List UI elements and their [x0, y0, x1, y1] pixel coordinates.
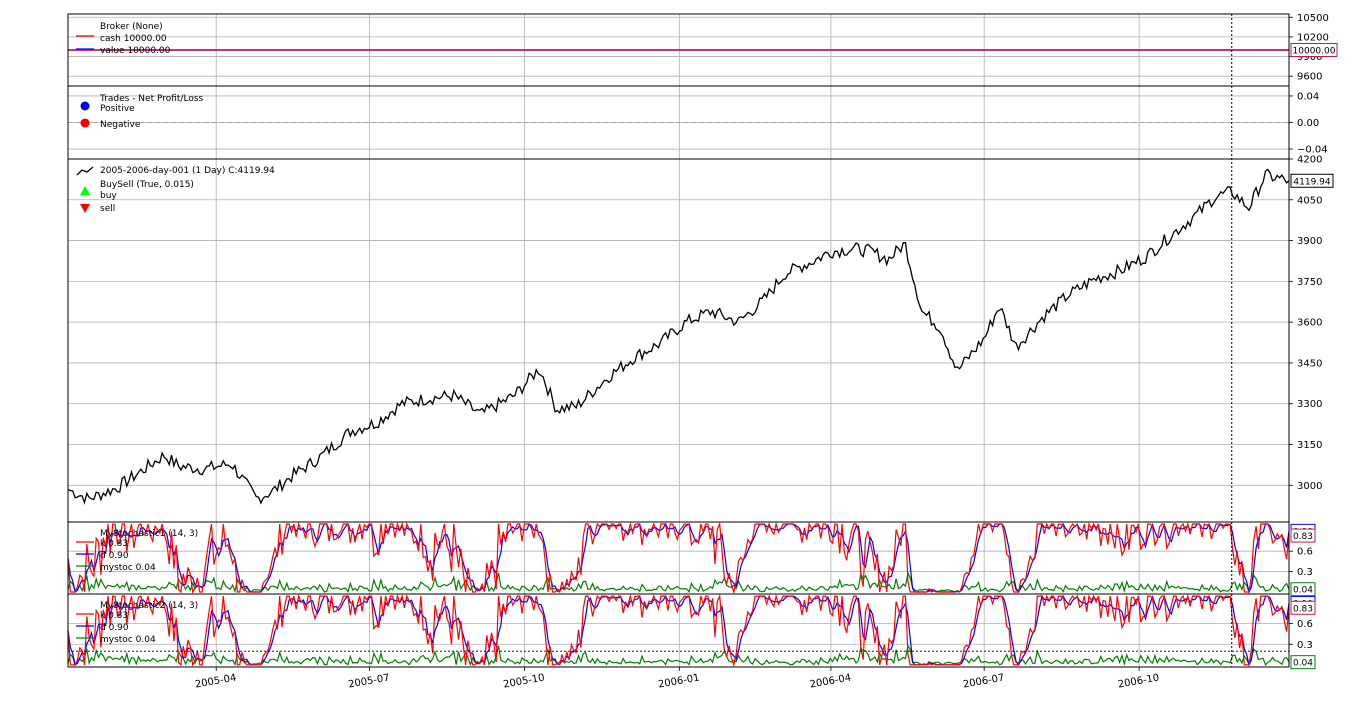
- y-tick-label: 3600: [1297, 318, 1322, 329]
- y-tick-label: 10500: [1297, 13, 1329, 24]
- legend-line-close: [76, 166, 94, 176]
- legend-marker-buy: [80, 186, 90, 195]
- y-tick-label: 0.6: [1297, 619, 1313, 630]
- stoch1-mystoc-line: [67, 570, 1290, 594]
- stoch2-panel-frame: [67, 593, 1290, 668]
- legend-marker-sell: [80, 204, 90, 213]
- legend-title: Trades - Net Profit/Loss: [99, 94, 204, 104]
- panel-frames: [67, 13, 1290, 668]
- legend-buysell: BuySell (True, 0.015): [100, 180, 194, 190]
- value-last-label-box: [1290, 43, 1338, 57]
- stoch1-mystoc-last-label-box: [1290, 582, 1316, 597]
- axis-ticks: 2005-04 2005-07 2005-10 2006-01 2006-04 2006-…: [194, 13, 1338, 691]
- price-panel-frame: [67, 158, 1290, 523]
- x-tick-label: 2006-07: [962, 672, 1005, 690]
- stoch2-k-last-label-box: [1290, 600, 1316, 615]
- legend-k: k 0.83: [100, 611, 128, 621]
- stoch2-k-last-label: 0.83: [1293, 604, 1313, 614]
- y-tick-label: 9900: [1297, 52, 1322, 63]
- x-tick-label: 2005-04: [194, 672, 237, 690]
- stoch2-mystoc-line: [67, 644, 1290, 667]
- legend-sell: sell: [100, 204, 115, 214]
- stoch1-k-last-label: 0.83: [1293, 532, 1313, 542]
- legend-k: k 0.83: [100, 539, 128, 549]
- close-price-line: [67, 168, 1290, 505]
- legend-positive: Positive: [100, 104, 135, 114]
- legend-title: MyStochastic2 (14, 3): [100, 601, 198, 611]
- y-tick-label: 10200: [1297, 32, 1329, 43]
- y-tick-label: 0.04: [1297, 91, 1319, 102]
- value-last-label: 10000.00: [1293, 47, 1336, 57]
- stoch2-mystoc-last-label-box: [1290, 655, 1316, 670]
- legend-mystoc: mystoc 0.04: [100, 635, 156, 645]
- y-tick-label: 9600: [1297, 72, 1322, 83]
- stoch1-k-line: [67, 521, 1290, 595]
- y-tick-label: 0.6: [1297, 547, 1313, 558]
- y-tick-label: −0.04: [1297, 145, 1328, 156]
- y-tick-label: 3150: [1297, 440, 1322, 451]
- legend-cash: cash 10000.00: [100, 34, 167, 44]
- x-tick-label: 2006-04: [809, 672, 852, 690]
- legend-marker-negative: [80, 118, 90, 128]
- stoch1-k-last-label-box: [1290, 528, 1316, 543]
- series-lines: [67, 14, 1290, 668]
- y-tick-label: 0.00: [1297, 118, 1319, 129]
- y-tick-label: 3750: [1297, 277, 1322, 288]
- y-tick-label: 3300: [1297, 399, 1322, 410]
- legend-d: d 0.90: [100, 623, 129, 633]
- stoch1-mystoc-last-label: 0.04: [1293, 586, 1313, 596]
- stoch2-k-line: [67, 593, 1290, 668]
- x-tick-label: 2006-01: [657, 672, 700, 690]
- close-last-label: 4119.94: [1293, 177, 1330, 187]
- y-tick-label: 3450: [1297, 358, 1322, 369]
- y-tick-label: 0.3: [1297, 640, 1313, 651]
- y-tick-label: 0.3: [1297, 567, 1313, 578]
- x-tick-label: 2005-10: [502, 672, 545, 690]
- legend-title: 2005-2006-day-001 (1 Day) C:4119.94: [100, 166, 275, 176]
- legend-negative: Negative: [100, 120, 141, 130]
- legend-title: Broker (None): [100, 22, 163, 32]
- legend-title: MyStochastic1 (14, 3): [100, 529, 198, 539]
- legend-marker-positive: [80, 101, 90, 111]
- grid-lines: [68, 14, 1289, 667]
- close-last-label-box: [1290, 173, 1334, 188]
- x-tick-label: 2006-10: [1117, 672, 1160, 690]
- stoch2-mystoc-last-label: 0.04: [1293, 659, 1313, 669]
- y-tick-label: 4050: [1297, 195, 1322, 206]
- legends: Broker (None) cash 10000.00 value 10000.00…: [76, 22, 275, 645]
- legend-d: d 0.90: [100, 551, 129, 561]
- legend-value: value 10000.00: [100, 46, 171, 56]
- x-tick-label: 2005-07: [347, 672, 390, 690]
- y-tick-label: 3000: [1297, 481, 1322, 492]
- y-tick-label: 4200: [1297, 155, 1322, 166]
- y-tick-label: 3900: [1297, 236, 1322, 247]
- legend-buy: buy: [100, 191, 117, 201]
- legend-mystoc: mystoc 0.04: [100, 563, 156, 573]
